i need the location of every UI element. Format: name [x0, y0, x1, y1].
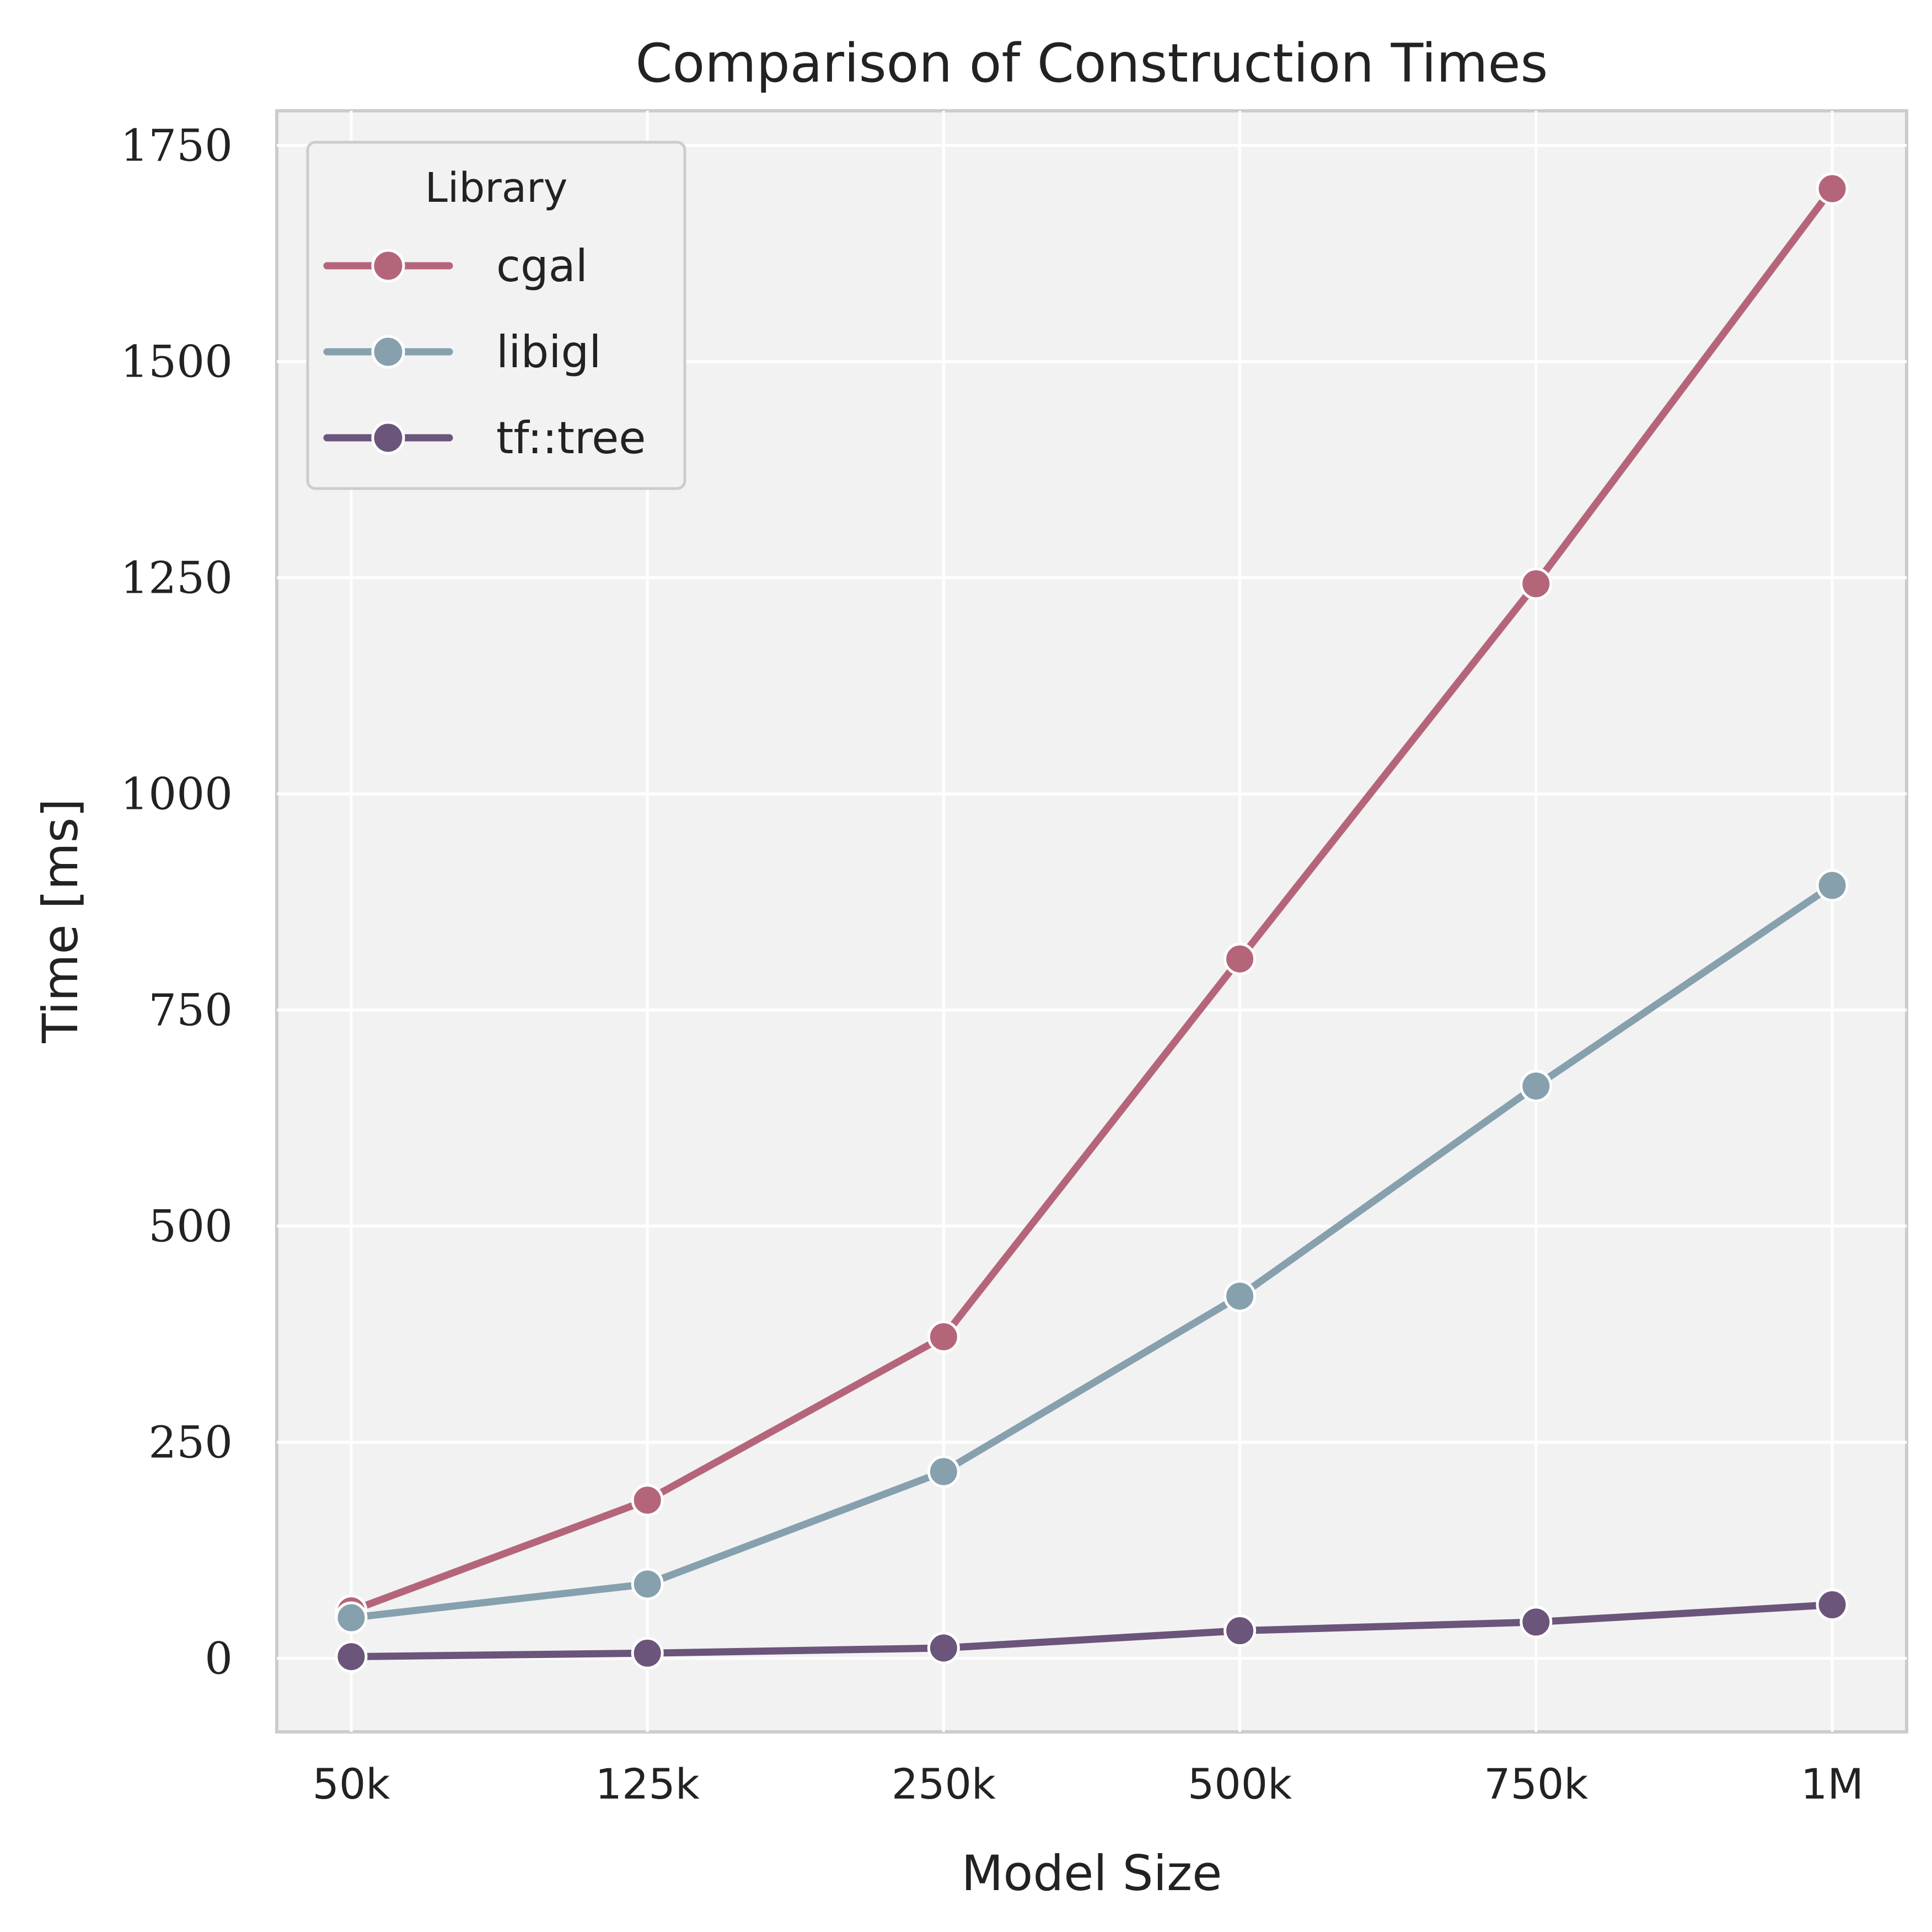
legend-label: tf::tree [496, 412, 646, 464]
legend-marker [371, 335, 405, 369]
x-axis-label: Model Size [962, 1845, 1222, 1902]
legend-label: libigl [496, 326, 601, 378]
y-tick-label: 500 [148, 1201, 233, 1252]
y-ticks: 0 250 500 750 1000 1250 1500 1750 [120, 120, 233, 1684]
data-point [1520, 567, 1553, 600]
data-point [1520, 1070, 1553, 1103]
y-axis-label: Time [ms] [32, 798, 89, 1044]
data-point [631, 1636, 664, 1670]
y-tick-label: 0 [205, 1633, 233, 1684]
series-tf::tree [335, 1588, 1849, 1673]
x-tick-label: 750k [1484, 1759, 1588, 1808]
data-point [1816, 172, 1849, 205]
data-point [1223, 1614, 1257, 1647]
data-point [927, 1455, 960, 1488]
x-tick-label: 50k [313, 1759, 390, 1808]
y-tick-label: 1000 [120, 769, 233, 820]
y-tick-label: 750 [148, 985, 233, 1036]
data-point [335, 1601, 368, 1634]
legend-title: Library [425, 164, 568, 212]
data-point [1816, 1588, 1849, 1622]
legend-marker [371, 249, 405, 283]
x-tick-label: 250k [892, 1759, 996, 1808]
x-tick-label: 125k [595, 1759, 700, 1808]
data-point [1816, 869, 1849, 902]
legend-item: libigl [323, 326, 601, 378]
legend-item: tf::tree [323, 412, 646, 464]
y-tick-label: 1500 [120, 336, 233, 388]
series-line [347, 1601, 1836, 1661]
legend-label: cgal [496, 240, 588, 292]
data-point [1520, 1606, 1553, 1639]
data-point [1223, 942, 1257, 975]
chart-title: Comparison of Construction Times [635, 33, 1548, 94]
x-ticks: 50k 125k 250k 500k 750k 1M [313, 1759, 1864, 1808]
series-line [347, 882, 1836, 1622]
legend-marker [371, 421, 405, 455]
data-point [927, 1632, 960, 1665]
data-point [927, 1320, 960, 1353]
x-tick-label: 500k [1188, 1759, 1292, 1808]
x-tick-label: 1M [1801, 1759, 1864, 1808]
data-point [631, 1484, 664, 1517]
y-tick-label: 1250 [120, 552, 233, 604]
data-point [631, 1568, 664, 1601]
series-layer [335, 172, 1849, 1673]
legend-box [306, 141, 686, 490]
data-point [335, 1640, 368, 1673]
y-tick-label: 250 [148, 1417, 233, 1468]
series-libigl [335, 869, 1849, 1634]
data-point [1223, 1280, 1257, 1313]
series-line [347, 185, 1836, 1614]
legend-item: cgal [323, 240, 588, 292]
y-tick-label: 1750 [120, 120, 233, 171]
